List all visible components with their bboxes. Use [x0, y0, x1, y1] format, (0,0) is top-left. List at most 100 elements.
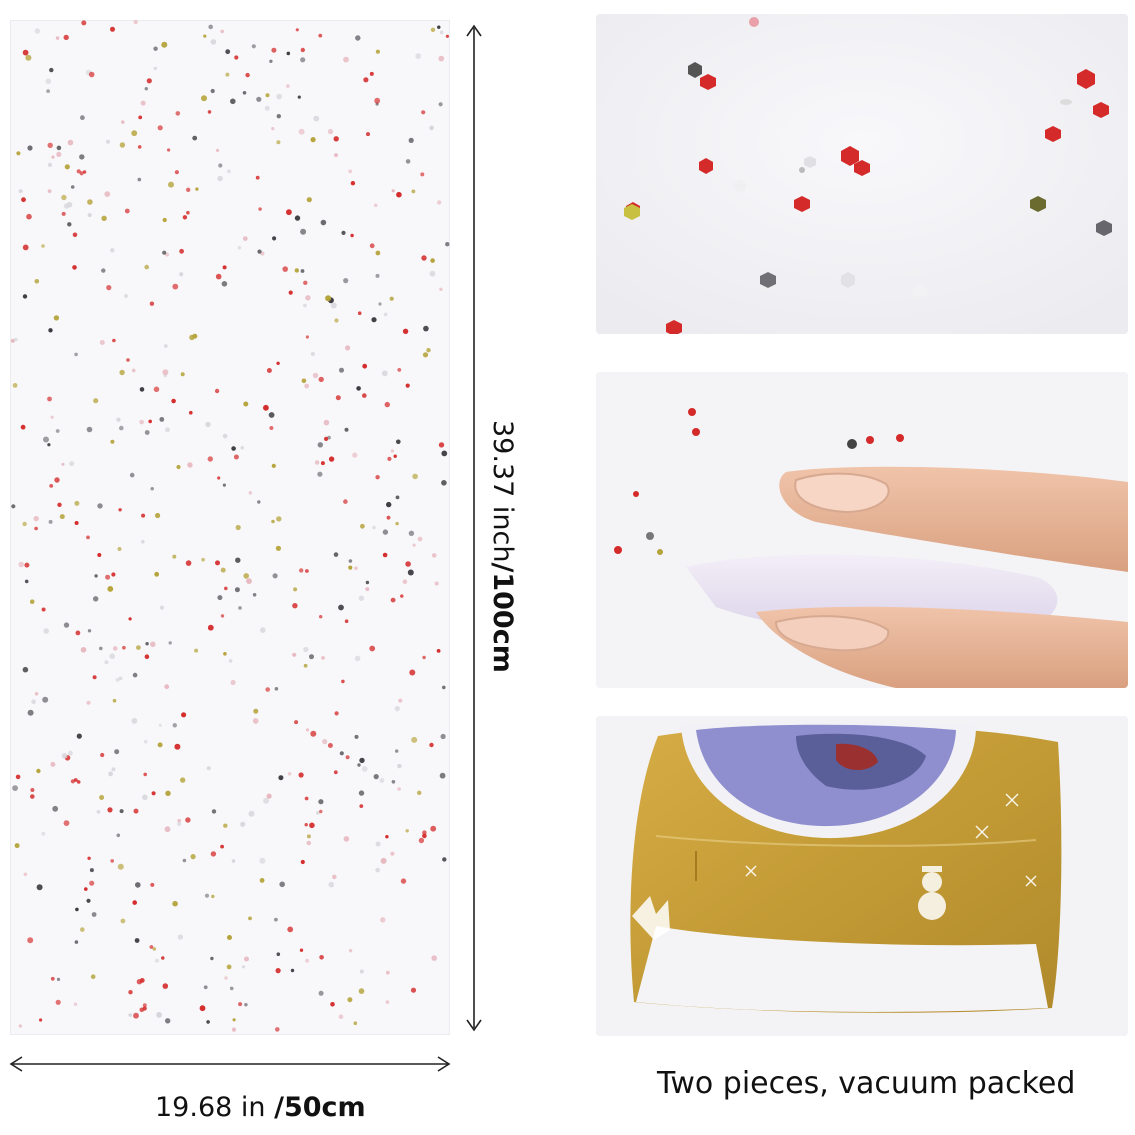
sequin-dot [226, 964, 232, 970]
sequin-dot [253, 708, 259, 714]
sequin-dot [80, 647, 87, 653]
sequin-dot [230, 98, 236, 105]
sequin-dot [408, 530, 415, 536]
sequin-dot [348, 949, 353, 953]
sequin-dot [133, 1012, 139, 1019]
sequin-dot [171, 398, 176, 404]
sequin-dot [61, 752, 68, 759]
sequin-dot [255, 175, 260, 180]
sequin-dot [422, 352, 429, 358]
sequin-dot [389, 296, 394, 301]
sequin-dot [165, 790, 171, 796]
sequin-dot [75, 630, 81, 636]
sequin-dot [407, 569, 414, 576]
sequin-dot [46, 89, 50, 93]
sequin-dot [192, 135, 198, 141]
sequin-dot [345, 755, 350, 760]
sequin-dot [72, 232, 78, 238]
sequin-dot [142, 1006, 147, 1011]
sequin-dot [207, 624, 214, 631]
sequin-dot [318, 799, 324, 805]
sequin-dot [312, 372, 319, 379]
sequin-dot [157, 125, 163, 131]
sequin-dot [161, 956, 165, 960]
sequin-dot [333, 552, 339, 557]
height-label: 39.37 inch/100cm [487, 420, 518, 673]
sequin-dot [373, 774, 379, 780]
sequin-dot [225, 72, 230, 77]
sequin-dot [411, 189, 416, 194]
sequin-dot [259, 857, 266, 864]
sequin-dot [201, 557, 205, 562]
sequin-dot [338, 1014, 344, 1019]
sequin-dot [73, 778, 78, 782]
sequin-dot [371, 317, 377, 323]
sequin-dot [381, 370, 388, 377]
sequin-dot [75, 907, 79, 912]
sequin-dot [217, 175, 223, 182]
sequin-dot [313, 115, 320, 122]
sequin-dot [76, 780, 81, 784]
sequin-dot [339, 751, 344, 756]
sequin-dot [305, 295, 311, 301]
sequin-dot [263, 404, 269, 411]
sequin-dot [181, 712, 187, 718]
sequin-dot [398, 698, 403, 703]
sequin-dot [153, 386, 160, 393]
sequin-dot [52, 805, 59, 812]
sequin-dot [422, 833, 427, 839]
sequin-dot [350, 233, 354, 238]
sequin-dot [131, 718, 138, 724]
sequin-dot [10, 338, 15, 343]
sequin-dot [220, 29, 224, 34]
sequin-dot [348, 559, 353, 563]
sequin-dot [269, 426, 274, 430]
sequin-dot [119, 142, 126, 148]
sequin-dot [223, 652, 227, 656]
sequin-dot [50, 761, 56, 767]
sequin-dot [20, 424, 26, 430]
sequin-dot [375, 475, 380, 480]
sequin-dot [231, 446, 236, 451]
sequin-dot [374, 97, 381, 104]
sequin-dot [158, 723, 162, 727]
sequin-dot [203, 34, 207, 38]
sequin-dot [164, 684, 170, 690]
sequin-dot [29, 599, 35, 604]
sequin-dot [117, 547, 122, 551]
sequin-dot [47, 443, 51, 447]
sequin-dot [145, 642, 149, 646]
sequin-dot [41, 831, 46, 836]
sequin-dot [408, 137, 414, 143]
sequin-dot [112, 338, 116, 343]
sequin-dot [305, 335, 309, 339]
sequin-dot [47, 189, 52, 194]
sequin-dot [437, 25, 441, 29]
sequin-dot [422, 655, 426, 660]
sequin-dot [126, 358, 130, 362]
sequin-dot [334, 318, 339, 323]
sequin-dot [276, 140, 281, 145]
sequin-dot [61, 462, 65, 466]
sequin-dot [116, 417, 121, 422]
sequin-dot [375, 841, 381, 847]
sequin-dot [397, 763, 402, 769]
sequin-dot [55, 36, 60, 40]
sequin-dot [301, 378, 307, 384]
sequin-dot [112, 646, 118, 651]
sequin-dot [210, 39, 217, 45]
sequin-dot [90, 974, 96, 979]
sequin-dot [99, 795, 105, 800]
sequin-dot [271, 126, 275, 131]
sequin-dot [18, 561, 24, 568]
sequin-dot [382, 529, 389, 535]
sequin-dot [165, 1018, 171, 1024]
sequin-dot [129, 472, 135, 478]
sequin-dot [217, 595, 223, 601]
sequin-dot [310, 351, 315, 357]
sequin-dot [294, 720, 299, 725]
sequin-dot [320, 219, 327, 226]
sequin-dot [150, 882, 155, 887]
sequin-dot [333, 136, 339, 142]
sequin-dot [353, 1021, 358, 1025]
